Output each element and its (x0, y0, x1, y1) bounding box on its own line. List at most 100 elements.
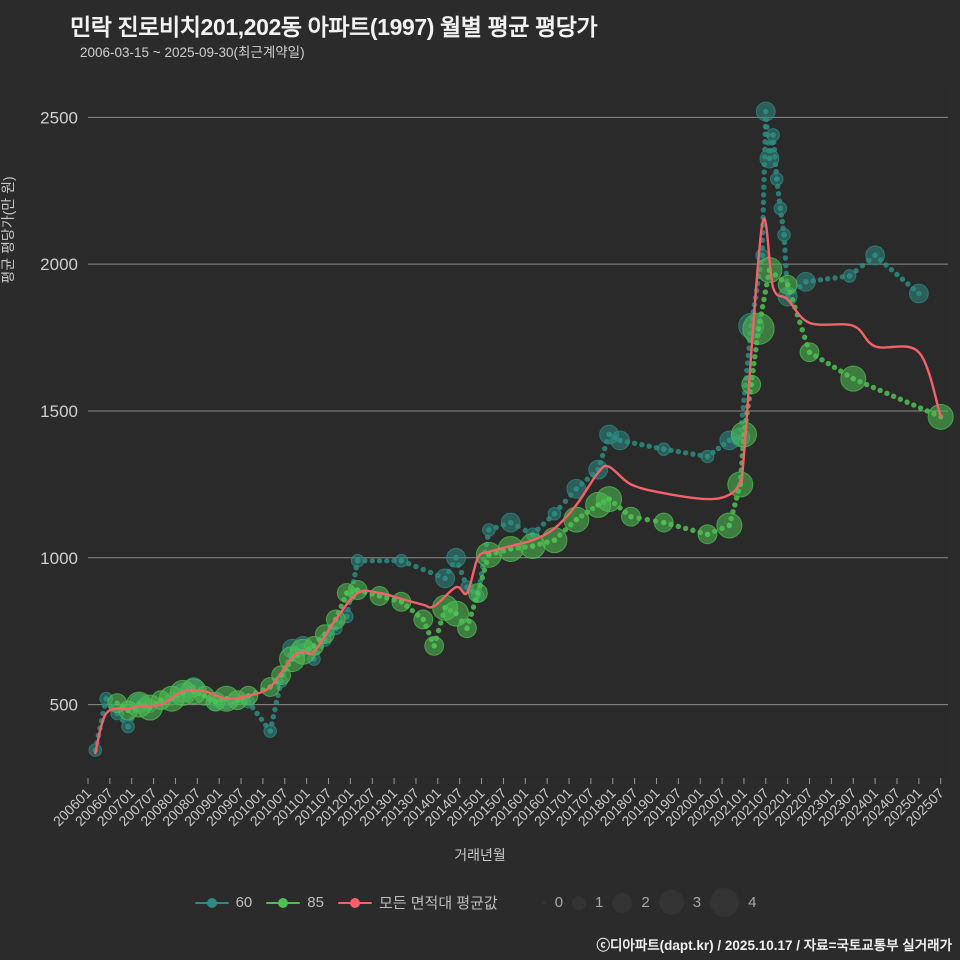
size-legend-item: 3 (658, 890, 710, 915)
data-point-bubble[interactable] (773, 201, 788, 216)
series-connector-dot (825, 360, 831, 367)
series-connector-dot (883, 262, 889, 268)
data-point-bubble[interactable] (369, 586, 390, 606)
legend: 60 85 모든 면적대 평균값 0 1 2 3 4 (0, 888, 960, 917)
series-connector-dot (761, 184, 767, 190)
data-point-bubble[interactable] (759, 148, 780, 169)
data-point-bubble[interactable] (741, 374, 762, 395)
data-point-bubble[interactable] (457, 618, 477, 639)
size-legend-label: 3 (692, 894, 702, 911)
series-connector-dot (438, 620, 444, 626)
series-connector-dot (760, 192, 767, 198)
data-point-bubble[interactable] (394, 553, 409, 568)
data-point-bubble[interactable] (610, 430, 630, 451)
series-connector-dot (761, 169, 767, 175)
series-connector-dot (631, 440, 638, 446)
data-point-bubble[interactable] (588, 459, 609, 480)
series-connector-dot (870, 384, 877, 391)
legend-item-60[interactable]: 60 (194, 894, 253, 911)
data-point-bubble[interactable] (621, 506, 641, 527)
data-point-bubble[interactable] (563, 506, 590, 533)
y-axis-title: 평균 평당가(만 원) (0, 176, 16, 284)
data-point-bubble[interactable] (656, 442, 671, 456)
size-legend-label: 0 (554, 894, 564, 911)
data-point-bubble[interactable] (742, 312, 775, 345)
series-connector-dot (409, 607, 416, 614)
data-point-bubble[interactable] (840, 365, 867, 392)
legend-swatch-60 (194, 896, 229, 910)
series-connector-dot (825, 276, 831, 282)
series-connector-dot (426, 629, 432, 636)
series-모든 면적대 평균값[interactable] (94, 217, 942, 755)
plot-background (88, 88, 948, 778)
data-point-bubble[interactable] (566, 478, 587, 499)
data-point-bubble[interactable] (697, 524, 718, 545)
series-connector-dot (682, 450, 689, 456)
data-point-bubble[interactable] (541, 527, 568, 554)
data-point-bubble[interactable] (908, 283, 929, 304)
series-connector-dot (877, 387, 883, 394)
size-legend-dot (612, 892, 633, 913)
y-tick-label: 2500 (40, 108, 78, 127)
footer-credit: ⓒ디아파트(dapt.kr) / 2025.10.17 / 자료=국토교통부 실… (596, 938, 952, 953)
data-point-bubble[interactable] (424, 635, 445, 656)
series-connector-dot (602, 445, 608, 452)
series-connector-dot (470, 604, 477, 610)
series-connector-dot (273, 699, 280, 706)
legend-item-average[interactable]: 모든 면적대 평균값 (337, 892, 498, 913)
series-connector-dot (741, 397, 747, 403)
data-point-bubble[interactable] (500, 512, 521, 533)
legend-label-60: 60 (235, 894, 253, 911)
series-connector-dot (783, 262, 789, 269)
size-legend: 0 1 2 3 4 (541, 888, 766, 917)
series-connector-dot (904, 399, 910, 405)
series-connector-dot (740, 404, 746, 411)
data-point-bubble[interactable] (842, 269, 857, 283)
data-point-bubble[interactable] (446, 547, 466, 568)
size-legend-dot (541, 900, 546, 905)
data-point-bubble[interactable] (547, 506, 562, 521)
x-axis-title: 거래년월 (454, 847, 506, 863)
series-connector-dot (479, 575, 485, 581)
data-point-bubble[interactable] (799, 342, 820, 363)
data-point-bubble[interactable] (121, 719, 135, 734)
series-connector-dot (675, 523, 682, 530)
series-connector-dot (797, 319, 803, 325)
data-point-bubble[interactable] (596, 486, 623, 513)
size-legend-item: 0 (541, 894, 572, 911)
series-connector-dot (682, 525, 689, 532)
data-point-bubble[interactable] (865, 245, 886, 266)
series-connector-dot (897, 396, 904, 402)
data-point-bubble[interactable] (263, 724, 278, 738)
data-point-bubble[interactable] (653, 512, 674, 533)
series-connector-dot (639, 442, 645, 448)
size-legend-label: 4 (748, 894, 757, 911)
data-point-bubble[interactable] (777, 274, 798, 295)
legend-swatch-average (337, 896, 372, 910)
data-point-bubble[interactable] (777, 228, 791, 242)
data-point-bubble[interactable] (700, 449, 715, 464)
legend-item-85[interactable]: 85 (266, 894, 324, 911)
series-connector-dot (254, 710, 260, 717)
series-connector-dot (760, 199, 767, 206)
data-point-bubble[interactable] (769, 172, 784, 186)
series-connector-dot (905, 281, 911, 287)
series-connector-dot (646, 443, 652, 449)
data-point-bubble[interactable] (795, 271, 816, 292)
data-point-bubble[interactable] (413, 609, 434, 630)
size-legend-item: 1 (572, 894, 612, 911)
series-connector-dot (890, 393, 897, 399)
data-point-bubble[interactable] (482, 523, 496, 537)
data-point-bubble[interactable] (766, 128, 780, 142)
data-point-bubble[interactable] (435, 568, 456, 589)
series-connector-dot (753, 346, 759, 353)
series-connector-dot (761, 176, 767, 183)
series-connector-dot (599, 452, 606, 459)
data-point-bubble[interactable] (350, 553, 365, 568)
data-point-bubble[interactable] (716, 512, 743, 539)
data-point-bubble[interactable] (755, 101, 776, 122)
series-connector-dot (799, 327, 805, 333)
data-point-bubble[interactable] (468, 583, 488, 603)
series-connector-dot (917, 405, 924, 411)
series-connector-dot (801, 334, 808, 340)
